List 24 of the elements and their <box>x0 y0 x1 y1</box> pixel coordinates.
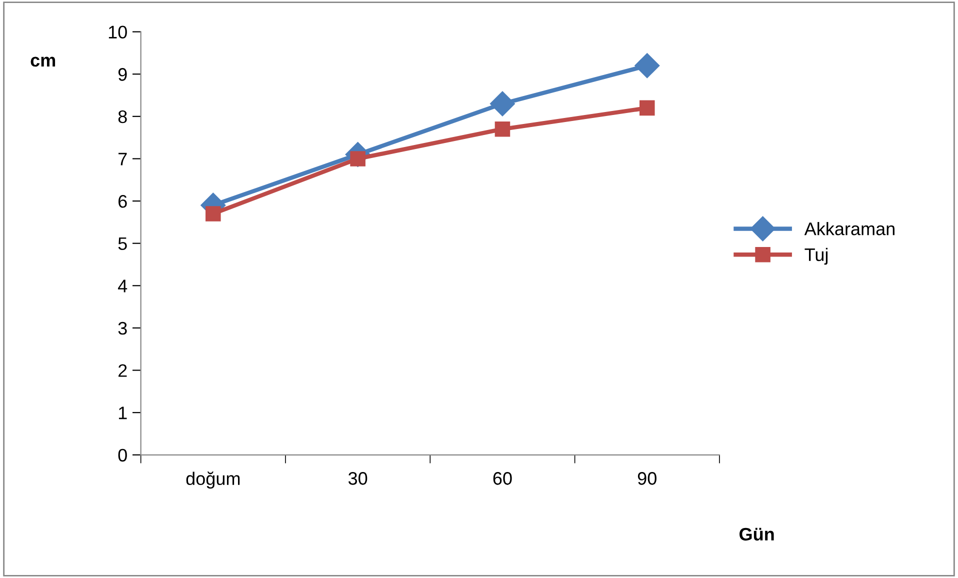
legend-label: Tuj <box>804 248 828 265</box>
y-tick-label: 5 <box>118 237 127 250</box>
y-axis-title: cm <box>30 56 56 67</box>
point <box>206 206 221 222</box>
x-tick-label: 30 <box>348 472 368 485</box>
y-tick-label: 9 <box>118 68 127 81</box>
x-tick-label: 60 <box>493 472 512 485</box>
x-axis-title: Gün <box>740 528 774 541</box>
legend-label: Akkaraman <box>804 222 894 236</box>
x-tick-label: 90 <box>638 472 656 485</box>
point <box>494 121 510 137</box>
y-tick-label: 6 <box>118 194 127 208</box>
y-tick-label: 0 <box>118 448 127 462</box>
y-tick-label: 3 <box>118 322 127 335</box>
y-tick-label: 7 <box>118 152 127 166</box>
point <box>634 53 660 78</box>
y-tick-label: 2 <box>118 364 127 377</box>
x-tick-label: doğum <box>186 472 240 489</box>
point <box>490 91 515 116</box>
point <box>639 100 655 116</box>
y-tick-label: 4 <box>118 280 128 292</box>
y-tick-label: 10 <box>108 26 127 39</box>
y-tick-label: 1 <box>118 406 127 420</box>
y-tick-label: 8 <box>118 110 127 124</box>
